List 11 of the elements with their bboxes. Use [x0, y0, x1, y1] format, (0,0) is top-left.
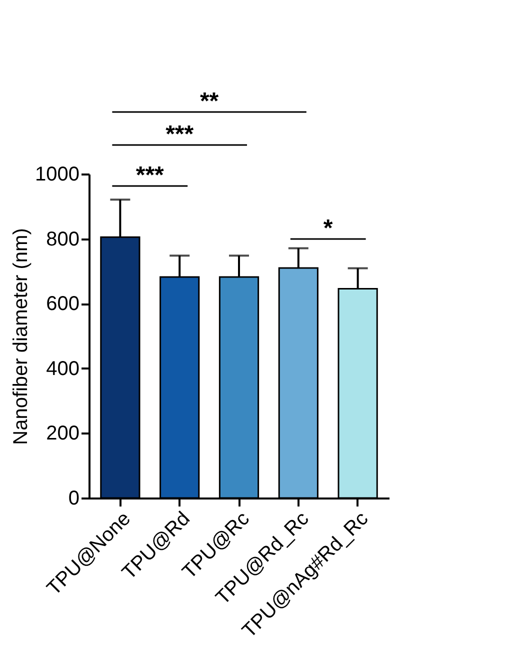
y-tick-label: 0 — [68, 488, 80, 510]
text: ** — [200, 88, 220, 115]
y-tick-label: 400 — [46, 358, 80, 380]
y-tick-label: 200 — [46, 422, 80, 445]
y-axis-title: Nanofiber diameter (nm) — [10, 228, 32, 445]
y-tick-label: 600 — [46, 293, 80, 316]
text: *** — [166, 121, 194, 148]
y-tick-label: 800 — [46, 228, 80, 250]
annotation: *** — [136, 162, 165, 189]
annotation: * — [323, 215, 334, 242]
y-tick-label: 1000 — [35, 164, 80, 186]
